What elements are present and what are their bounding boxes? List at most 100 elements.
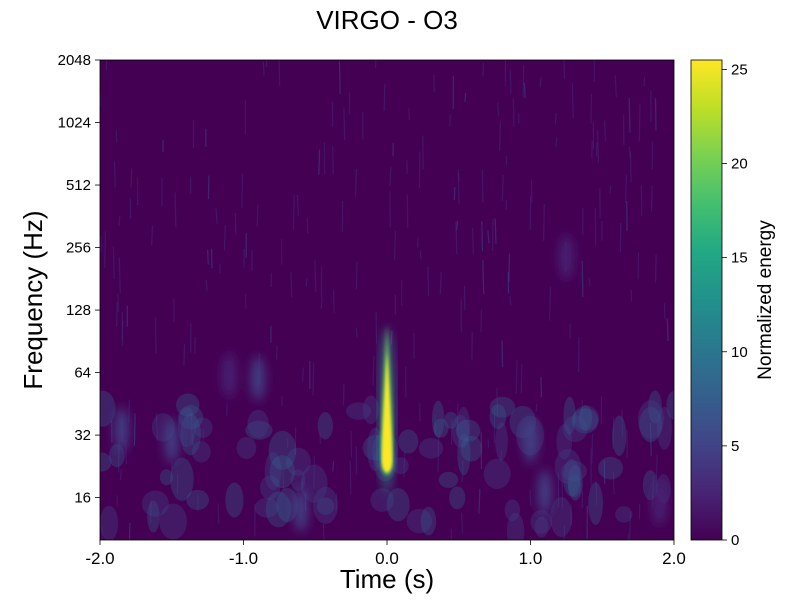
- energy-blob: [293, 487, 308, 532]
- noise-streak: [318, 149, 321, 175]
- noise-streak: [650, 185, 653, 212]
- colorbar-tick-label: 25: [731, 61, 748, 78]
- noise-patch: [637, 400, 664, 440]
- x-tick-label: -1.0: [229, 549, 258, 568]
- x-tick-label: 1.0: [519, 549, 543, 568]
- noise-patch: [269, 455, 295, 489]
- noise-streak: [499, 122, 501, 151]
- noise-patch: [483, 458, 511, 490]
- noise-patch: [236, 436, 257, 459]
- noise-streak: [595, 480, 598, 505]
- noise-streak: [561, 471, 564, 508]
- noise-streak: [154, 317, 157, 354]
- noise-streak: [509, 69, 512, 94]
- noise-patch: [489, 396, 516, 418]
- energy-blob: [164, 418, 179, 463]
- noise-patch: [451, 414, 470, 448]
- noise-patch: [648, 390, 662, 424]
- noise-streak: [515, 359, 518, 394]
- noise-patch: [568, 474, 582, 498]
- noise-streak: [104, 231, 107, 268]
- colorbar-label: Normalized energy: [755, 220, 776, 380]
- noise-streak: [555, 137, 558, 147]
- noise-patch: [495, 422, 508, 461]
- noise-streak: [612, 471, 615, 495]
- chart-title: VIRGO - O3: [316, 5, 458, 35]
- noise-patch: [175, 393, 200, 417]
- noise-patch: [147, 500, 160, 533]
- noise-streak: [128, 522, 131, 540]
- noise-streak: [427, 267, 430, 297]
- noise-streak: [408, 108, 411, 121]
- noise-patch: [612, 415, 627, 457]
- y-tick-label: 16: [74, 490, 91, 507]
- noise-patch: [554, 448, 582, 485]
- noise-streak: [496, 388, 499, 418]
- noise-streak: [215, 208, 218, 224]
- noise-patch: [418, 437, 444, 459]
- noise-streak: [457, 172, 460, 182]
- noise-patch: [346, 402, 372, 420]
- noise-streak: [314, 260, 317, 293]
- noise-streak: [478, 488, 481, 514]
- noise-streak: [571, 82, 574, 119]
- noise-streak: [350, 431, 353, 458]
- noise-streak: [481, 221, 484, 252]
- noise-patch: [398, 429, 419, 454]
- noise-streak: [290, 271, 293, 299]
- noise-patch: [572, 405, 600, 431]
- noise-streak: [663, 303, 666, 320]
- noise-streak: [355, 261, 358, 290]
- noise-streak: [471, 227, 474, 254]
- colorbar-ticks: 0 5 10 15 20 25: [722, 61, 748, 549]
- noise-patch: [265, 491, 292, 528]
- noise-streak: [481, 169, 484, 203]
- noise-streak: [461, 512, 464, 534]
- noise-patch: [141, 490, 169, 517]
- noise-patch: [666, 390, 674, 420]
- noise-streak: [456, 220, 459, 230]
- noise-streak: [207, 249, 209, 265]
- noise-streak: [612, 417, 615, 449]
- noise-streak: [439, 272, 442, 295]
- noise-streak: [554, 113, 557, 125]
- noise-streak: [629, 511, 632, 540]
- noise-streak: [434, 414, 437, 435]
- noise-streak: [332, 461, 335, 472]
- noise-patch: [193, 417, 213, 438]
- x-tick-label: -2.0: [85, 549, 114, 568]
- noise-streak: [150, 500, 152, 524]
- noise-streak: [332, 146, 334, 174]
- noise-streak: [349, 461, 352, 495]
- noise-patch: [530, 509, 553, 534]
- noise-patch: [180, 413, 201, 456]
- y-axis-ticks: 16 32 64 128 256 512 1024 2048: [58, 52, 100, 507]
- noise-streak: [529, 489, 532, 507]
- noise-streak: [654, 254, 657, 283]
- noise-streak: [223, 225, 226, 251]
- noise-streak: [278, 60, 281, 86]
- noise-patch: [362, 395, 379, 425]
- noise-streak: [453, 187, 456, 201]
- noise-streak: [418, 151, 421, 188]
- noise-patch: [300, 464, 328, 503]
- noise-streak: [419, 250, 422, 259]
- noise-streak: [539, 77, 542, 88]
- noise-streak: [614, 75, 617, 98]
- noise-streak: [520, 364, 523, 395]
- noise-patch: [317, 411, 333, 440]
- noise-patch: [186, 489, 210, 511]
- noise-patch: [489, 404, 507, 430]
- noise-streak: [542, 204, 545, 241]
- noise-streak: [590, 93, 593, 124]
- noise-streak: [464, 93, 467, 102]
- noise-streak: [128, 399, 131, 423]
- noise-patch: [290, 469, 306, 491]
- noise-streak: [624, 174, 628, 203]
- noise-streak: [655, 454, 658, 479]
- noise-streak: [343, 108, 346, 141]
- noise-streak: [501, 174, 504, 201]
- noise-patch: [615, 506, 633, 523]
- noise-streak: [241, 173, 244, 208]
